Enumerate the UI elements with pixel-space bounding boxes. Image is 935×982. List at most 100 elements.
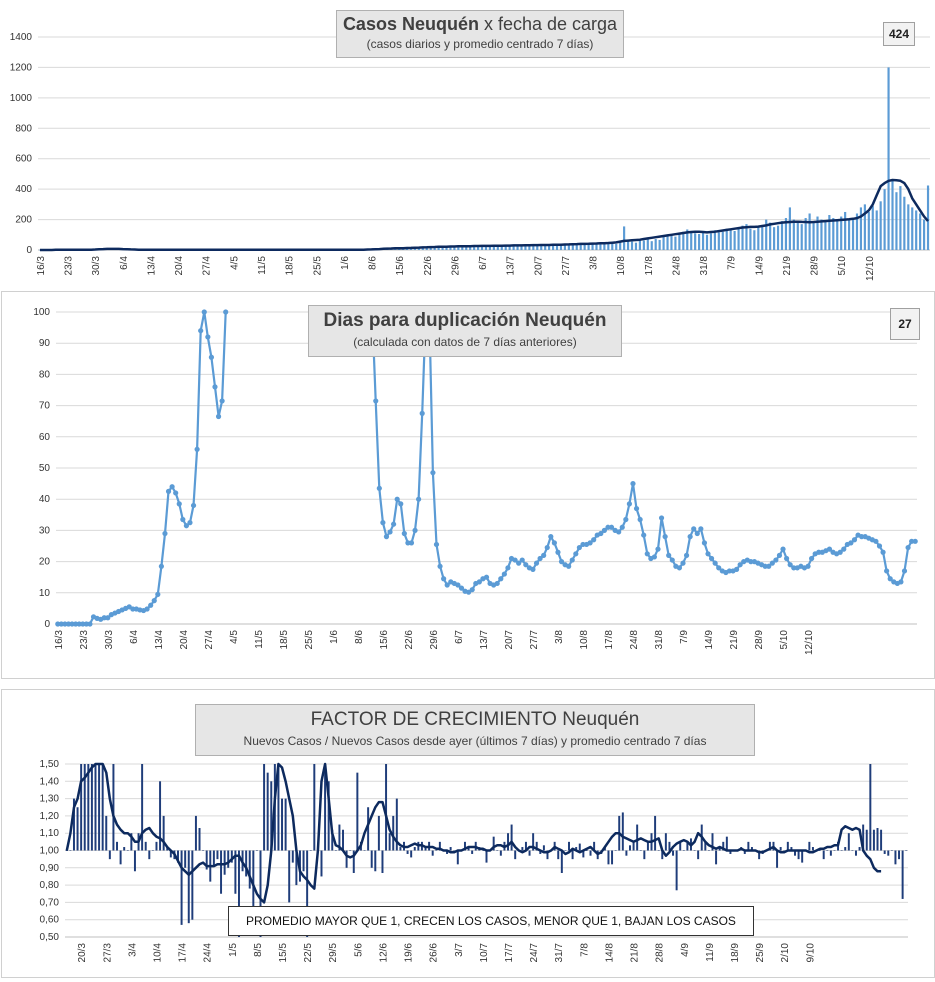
doubling-point: [151, 598, 157, 604]
growth-bar: [711, 833, 714, 851]
growth-bar: [216, 850, 219, 860]
growth-bar: [395, 798, 398, 851]
growth-y-tick-label: 0,80: [40, 880, 60, 891]
growth-bar: [105, 815, 108, 851]
doubling-point: [630, 481, 636, 487]
doubling-x-tick-label: 3/8: [554, 630, 565, 644]
cases-bar: [745, 224, 748, 250]
growth-x-tick-label: 17/7: [504, 943, 515, 963]
growth-series-line: [65, 762, 882, 904]
doubling-point: [783, 555, 790, 562]
growth-x-tick-label: 2/10: [780, 943, 791, 963]
cases-bar: [776, 225, 780, 250]
doubling-point: [898, 579, 904, 585]
growth-bar: [381, 850, 384, 873]
cases-y-tick-label: 0: [26, 245, 32, 256]
growth-bar: [898, 850, 901, 860]
doubling-point: [412, 527, 418, 533]
growth-bar: [890, 850, 893, 851]
growth-bar: [352, 850, 355, 873]
cases-bar: [721, 231, 724, 250]
cases-bar: [820, 219, 823, 250]
doubling-x-tick-label: 22/6: [404, 630, 415, 650]
doubling-point: [776, 552, 783, 558]
cases-bar: [619, 242, 622, 250]
doubling-point: [183, 523, 190, 529]
cases-bar: [686, 229, 689, 250]
cases-bar: [670, 234, 673, 250]
doubling-x-tick-label: 21/9: [729, 630, 740, 650]
growth-bar: [259, 850, 262, 937]
cases-bar: [492, 245, 495, 250]
cases-bar: [694, 233, 697, 250]
cases-bar: [579, 243, 582, 250]
doubling-point: [476, 579, 482, 585]
growth-y-tick-label: 0,50: [40, 932, 60, 943]
cases-x-tick-label: 15/6: [395, 256, 406, 276]
growth-bar: [349, 850, 352, 851]
cases-bar: [453, 246, 456, 250]
doubling-point: [190, 502, 197, 509]
cases-bar: [654, 239, 657, 250]
growth-bar: [679, 841, 682, 851]
cases-bar: [461, 246, 464, 250]
growth-bar: [151, 850, 154, 851]
cases-bar: [480, 245, 484, 250]
cases-x-tick-label: 23/3: [64, 256, 75, 276]
cases-bar: [623, 226, 626, 250]
growth-x-tick-label: 19/6: [404, 943, 415, 963]
doubling-x-tick-label: 28/9: [754, 630, 765, 650]
growth-bar: [248, 850, 251, 889]
growth-bar: [657, 850, 660, 851]
cases-x-tick-label: 29/6: [450, 256, 461, 276]
cases-bar: [895, 192, 898, 250]
cases-x-tick-label: 7/9: [727, 256, 738, 270]
growth-bar: [471, 850, 474, 854]
doubling-point: [548, 534, 554, 540]
doubling-y-tick-label: 0: [44, 619, 50, 630]
cases-x-tick-label: 16/3: [36, 256, 47, 276]
growth-bar: [535, 841, 538, 851]
cases-bar: [445, 246, 448, 250]
cases-bar: [701, 232, 705, 250]
growth-bar: [266, 772, 269, 851]
cases-bar: [844, 211, 847, 250]
growth-x-tick-label: 10/7: [479, 943, 490, 963]
doubling-point: [841, 546, 847, 552]
doubling-x-tick-label: 7/9: [679, 630, 690, 644]
growth-bar: [144, 841, 147, 851]
growth-bar: [854, 850, 857, 856]
cases-bar: [851, 218, 855, 250]
growth-bar: [862, 824, 865, 851]
doubling-point: [591, 537, 597, 543]
growth-bar: [90, 764, 93, 851]
growth-bar: [905, 850, 908, 851]
growth-bar: [101, 764, 104, 851]
cases-x-tick-label: 10/8: [616, 256, 627, 276]
cases-x-tick-label: 18/5: [285, 256, 296, 276]
cases-bar: [591, 244, 594, 250]
doubling-point: [523, 562, 529, 568]
growth-x-tick-label: 4/9: [680, 943, 691, 957]
growth-bar: [811, 847, 814, 851]
growth-bar: [72, 798, 75, 851]
doubling-point: [391, 521, 397, 527]
growth-y-tick-label: 1,00: [40, 846, 60, 857]
doubling-x-tick-label: 5/10: [779, 630, 790, 650]
cases-bar: [737, 227, 740, 250]
growth-bar: [155, 841, 158, 851]
growth-bar: [847, 833, 850, 851]
cases-bar: [603, 243, 606, 250]
doubling-point: [712, 560, 718, 566]
growth-bar: [198, 828, 201, 851]
doubling-x-tick-label: 20/7: [504, 630, 515, 650]
cases-bar: [567, 244, 570, 250]
doubling-point: [105, 615, 111, 621]
cases-y-tick-label: 600: [15, 154, 32, 165]
cases-bar: [38, 249, 42, 251]
doubling-point: [816, 549, 822, 555]
growth-x-tick-label: 14/8: [604, 943, 615, 963]
growth-bar: [83, 764, 86, 851]
doubling-y-tick-label: 70: [39, 401, 51, 412]
cases-bar: [733, 230, 736, 250]
